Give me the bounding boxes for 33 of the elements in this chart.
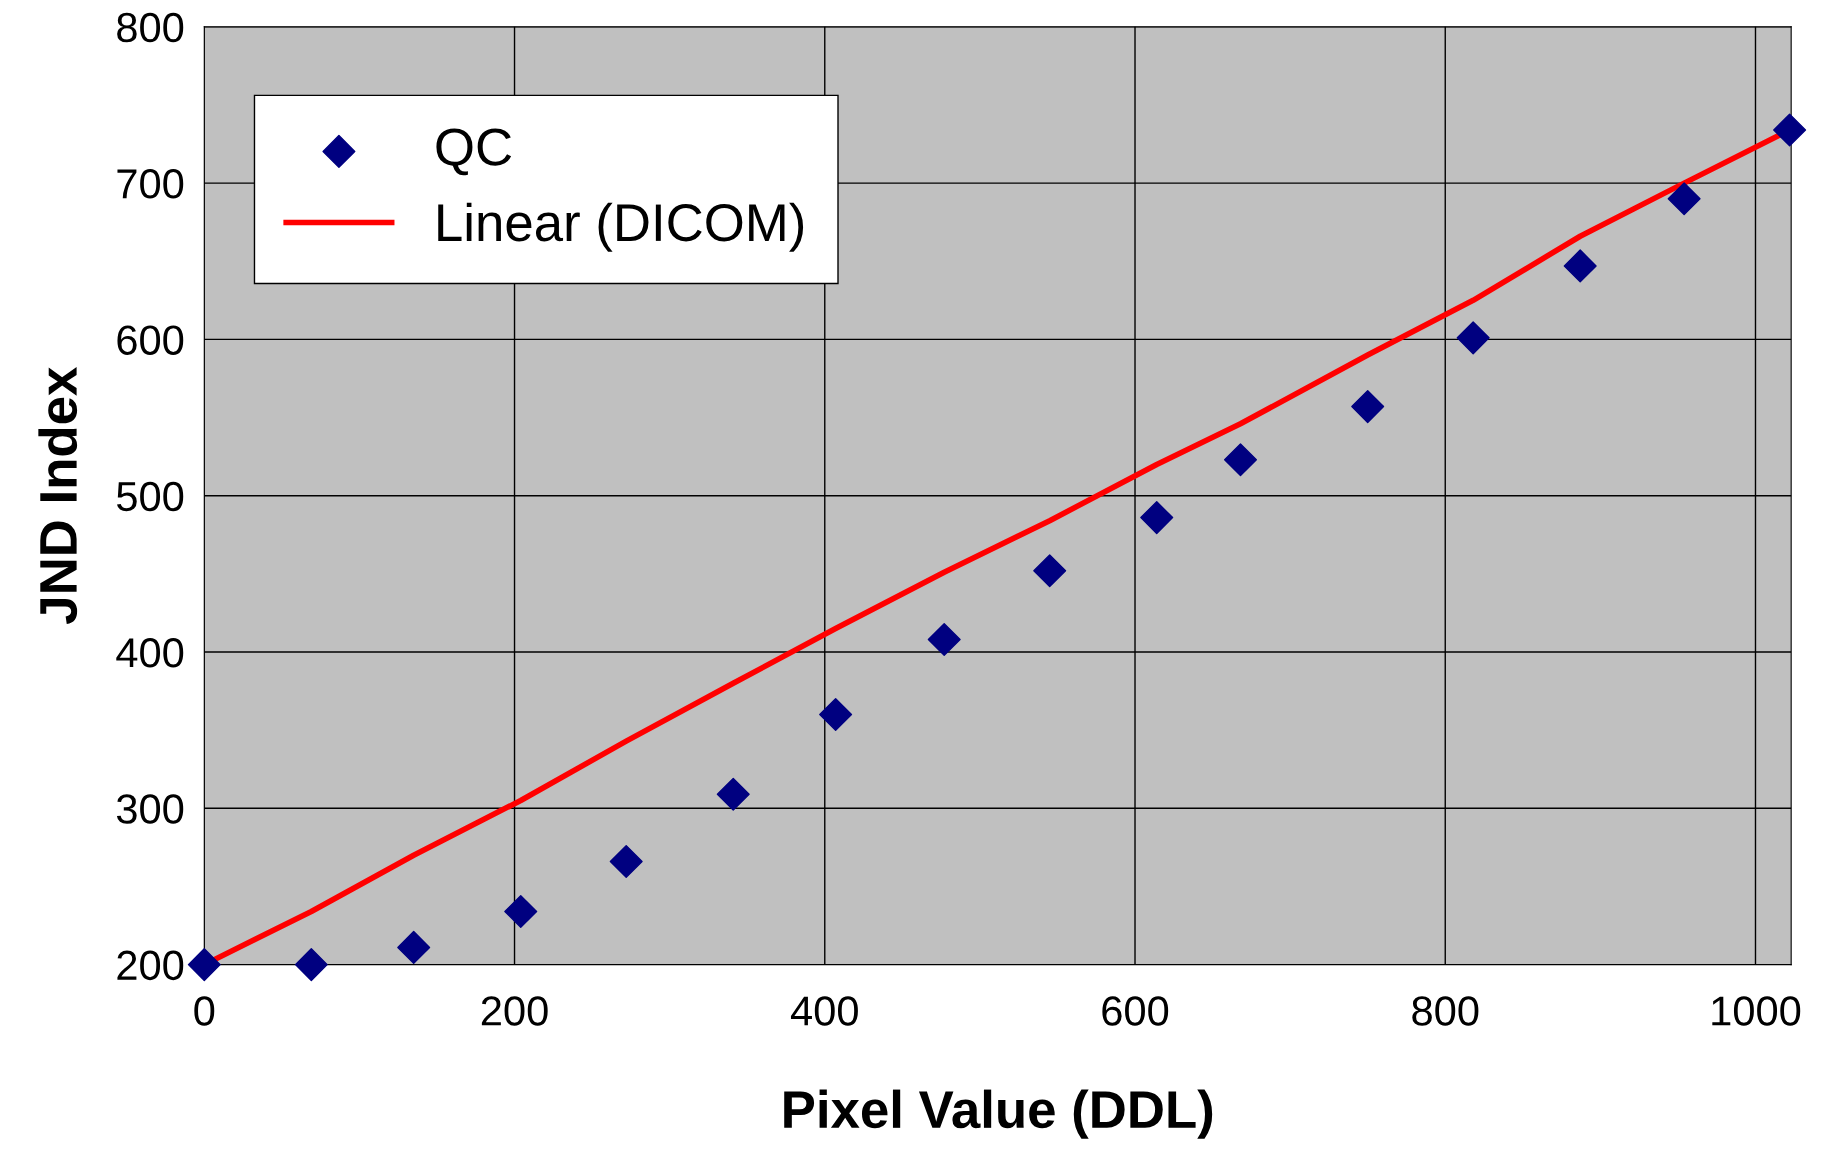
x-tick-label: 400 [790, 996, 858, 1026]
point [1456, 321, 1490, 355]
point [397, 930, 431, 964]
point [1773, 113, 1807, 147]
point [504, 894, 538, 929]
point [1563, 249, 1597, 283]
point [1033, 554, 1067, 588]
x-axis-title: Pixel Value (DDL) [784, 1089, 1213, 1139]
y-tick-label: 200 [117, 950, 184, 981]
legend-label: QC [436, 128, 512, 176]
y-tick-label: 600 [117, 325, 184, 355]
y-tick-label: 300 [116, 794, 184, 824]
point [609, 844, 643, 878]
point [927, 622, 961, 657]
point [1667, 182, 1701, 216]
point [1351, 390, 1385, 424]
y-tick-label: 400 [116, 638, 184, 668]
point [819, 698, 853, 732]
x-tick-label: 800 [1412, 996, 1479, 1026]
point [1223, 443, 1258, 477]
x-tick-label: 600 [1102, 996, 1169, 1026]
legend-label: Linear (DICOM) [438, 202, 804, 252]
x-tick-label: 0 [194, 996, 215, 1026]
x-tick-label: 1000 [1712, 996, 1801, 1026]
point [1140, 501, 1174, 535]
point [294, 948, 328, 982]
y-tick-label: 500 [117, 481, 184, 512]
y-axis-title: JND Index [38, 367, 78, 624]
point [716, 777, 750, 811]
x-tick-label: 200 [481, 996, 548, 1026]
point [187, 948, 221, 982]
y-tick-label: 700 [117, 169, 184, 199]
y-tick-label: 800 [117, 12, 184, 43]
